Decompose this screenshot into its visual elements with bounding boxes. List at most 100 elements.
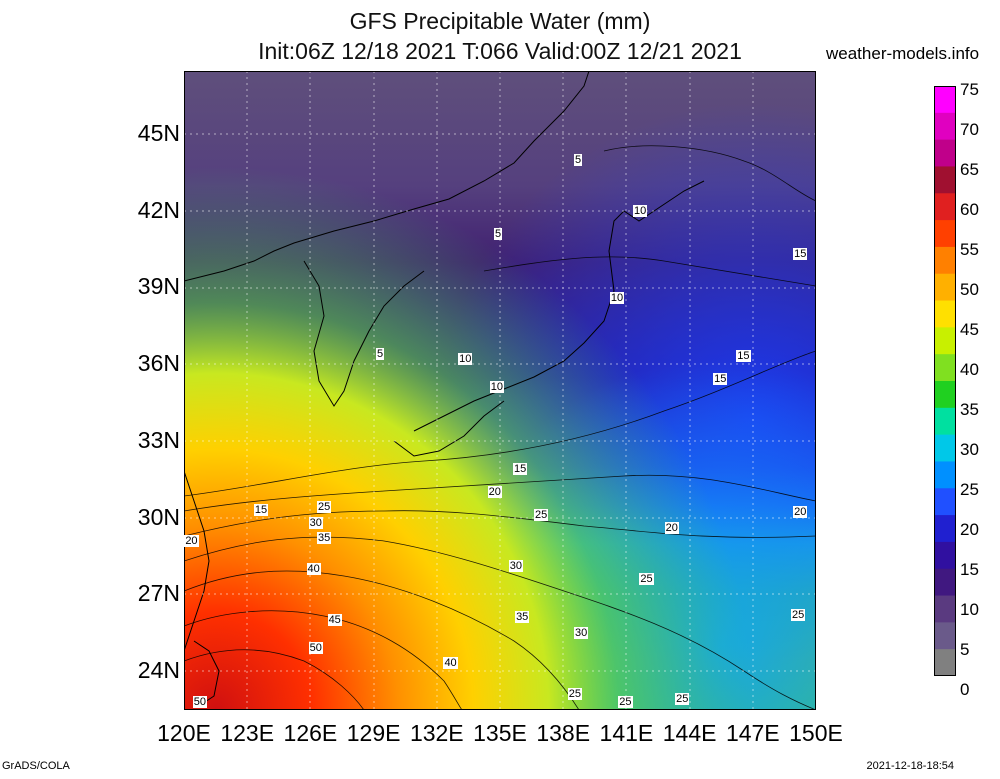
lat-tick-label: 42N [137, 196, 180, 223]
colorbar-swatch [934, 515, 956, 543]
map-title: GFS Precipitable Water (mm) [349, 8, 651, 34]
contour-value-label: 50 [308, 641, 323, 654]
contour-value-label: 20 [487, 485, 502, 498]
map-frame [184, 71, 816, 710]
contour-value-label: 15 [253, 503, 269, 516]
colorbar-tick-label: 10 [960, 600, 979, 619]
colorbar-tick-label: 40 [960, 360, 979, 379]
contour-value-label: 10 [489, 381, 505, 394]
contour-value-label: 35 [515, 611, 530, 624]
contour-value-label: 15 [793, 248, 808, 261]
colorbar-swatch [934, 488, 956, 516]
colorbar-tick-label: 20 [960, 520, 979, 539]
footer-timestamp: 2021-12-18-18:54 [866, 760, 954, 772]
lat-tick-label: 33N [137, 426, 180, 453]
colorbar [934, 86, 956, 676]
colorbar-tick-label: 60 [960, 200, 979, 219]
lon-tick-label: 123E [220, 720, 275, 746]
contour-value-label: 10 [609, 291, 625, 304]
contour-value-label: 25 [567, 687, 582, 700]
contour-value-label: 30 [508, 560, 523, 573]
lat-tick-label: 24N [137, 656, 180, 683]
lon-tick-label: 150E [789, 720, 843, 746]
contour-value-label: 5 [574, 153, 583, 166]
colorbar-swatch [934, 86, 956, 114]
colorbar-swatch [934, 568, 956, 597]
contour-value-label: 45 [327, 613, 342, 626]
colorbar-swatch [934, 112, 956, 141]
lat-tick-label: 45N [137, 120, 180, 146]
contour-value-label: 10 [458, 352, 473, 365]
colorbar-tick-label: 55 [960, 240, 979, 259]
contour-value-label: 35 [317, 531, 332, 544]
lon-tick-label: 144E [662, 720, 717, 746]
contour-value-label: 50 [192, 696, 207, 708]
colorbar-swatch [934, 622, 956, 650]
contour-value-label: 5 [494, 227, 503, 240]
contour-value-label: 25 [317, 501, 332, 514]
colorbar-swatch [934, 300, 956, 328]
contour-value-label: 20 [184, 534, 199, 547]
colorbar-tick-label: 50 [960, 280, 979, 299]
lon-tick-label: 135E [473, 720, 527, 746]
contour-lines [184, 145, 816, 710]
contour-value-label: 15 [512, 462, 528, 475]
lat-tick-label: 39N [137, 273, 180, 300]
contour-value-label: 30 [308, 516, 323, 529]
contour-value-label: 30 [574, 626, 589, 639]
contour-value-label: 15 [736, 350, 751, 363]
colorbar-tick-label: 25 [960, 480, 979, 499]
colorbar-swatch [934, 166, 956, 194]
lon-tick-label: 129E [346, 720, 401, 746]
site-credit: weather-models.info [826, 44, 980, 63]
colorbar-swatch [934, 541, 956, 570]
colorbar-swatch [934, 246, 956, 275]
colorbar-swatch [934, 139, 956, 167]
colorbar-swatch [934, 407, 956, 436]
footer-software: GrADS/COLA [2, 760, 70, 772]
colorbar-tick-label: 75 [960, 80, 979, 99]
contour-value-label: 20 [793, 506, 808, 519]
lon-tick-label: 132E [409, 720, 464, 746]
colorbar-swatch [934, 649, 956, 676]
contour-value-label: 25 [675, 693, 690, 706]
contour-value-label: 25 [639, 572, 654, 585]
colorbar-swatch [934, 381, 956, 409]
lon-tick-label: 120E [157, 720, 211, 746]
colorbar-tick-label: 5 [960, 640, 970, 659]
colorbar-swatch [934, 327, 956, 355]
contour-value-label: 10 [633, 204, 648, 217]
colorbar-swatch [934, 273, 956, 302]
contour-value-label: 40 [306, 562, 321, 575]
contour-value-label: 15 [713, 373, 728, 386]
colorbar-tick-label: 30 [960, 440, 979, 459]
contour-value-label: 20 [664, 521, 679, 534]
contour-value-label: 5 [376, 347, 385, 360]
colorbar-swatch [934, 595, 956, 623]
colorbar-tick-label: 70 [960, 120, 979, 139]
colorbar-tick-label: 15 [960, 560, 979, 579]
colorbar-swatch [934, 193, 956, 221]
colorbar-frame [934, 86, 956, 676]
lon-tick-label: 126E [283, 720, 338, 746]
colorbar-tick-label: 65 [960, 160, 979, 179]
colorbar-swatch [934, 354, 956, 382]
contour-value-label: 25 [534, 508, 549, 521]
colorbar-tick-label: 45 [960, 320, 979, 339]
colorbar-swatch [934, 434, 956, 462]
precipitable-water-map: 5 5 5 10 10 10 10 15 15 15 15 15 20 20 20 20 25 25 25 25 25 2… [184, 71, 816, 710]
colorbar-swatch [934, 220, 956, 248]
contour-value-label: 25 [791, 608, 806, 621]
lat-tick-label: 27N [137, 580, 180, 607]
colorbar-tick-label: 0 [960, 680, 970, 699]
lat-tick-label: 36N [137, 350, 180, 377]
lat-tick-label: 30N [137, 503, 180, 530]
lon-tick-label: 147E [725, 720, 780, 746]
lon-tick-label: 138E [536, 720, 591, 746]
contour-value-label: 25 [618, 695, 633, 708]
colorbar-tick-label: 35 [960, 400, 979, 419]
colorbar-swatch [934, 461, 956, 489]
lon-tick-label: 141E [599, 720, 654, 746]
map-subtitle: Init:06Z 12/18 2021 T:066 Valid:00Z 12/2… [258, 38, 742, 64]
contour-value-label: 40 [443, 657, 458, 670]
